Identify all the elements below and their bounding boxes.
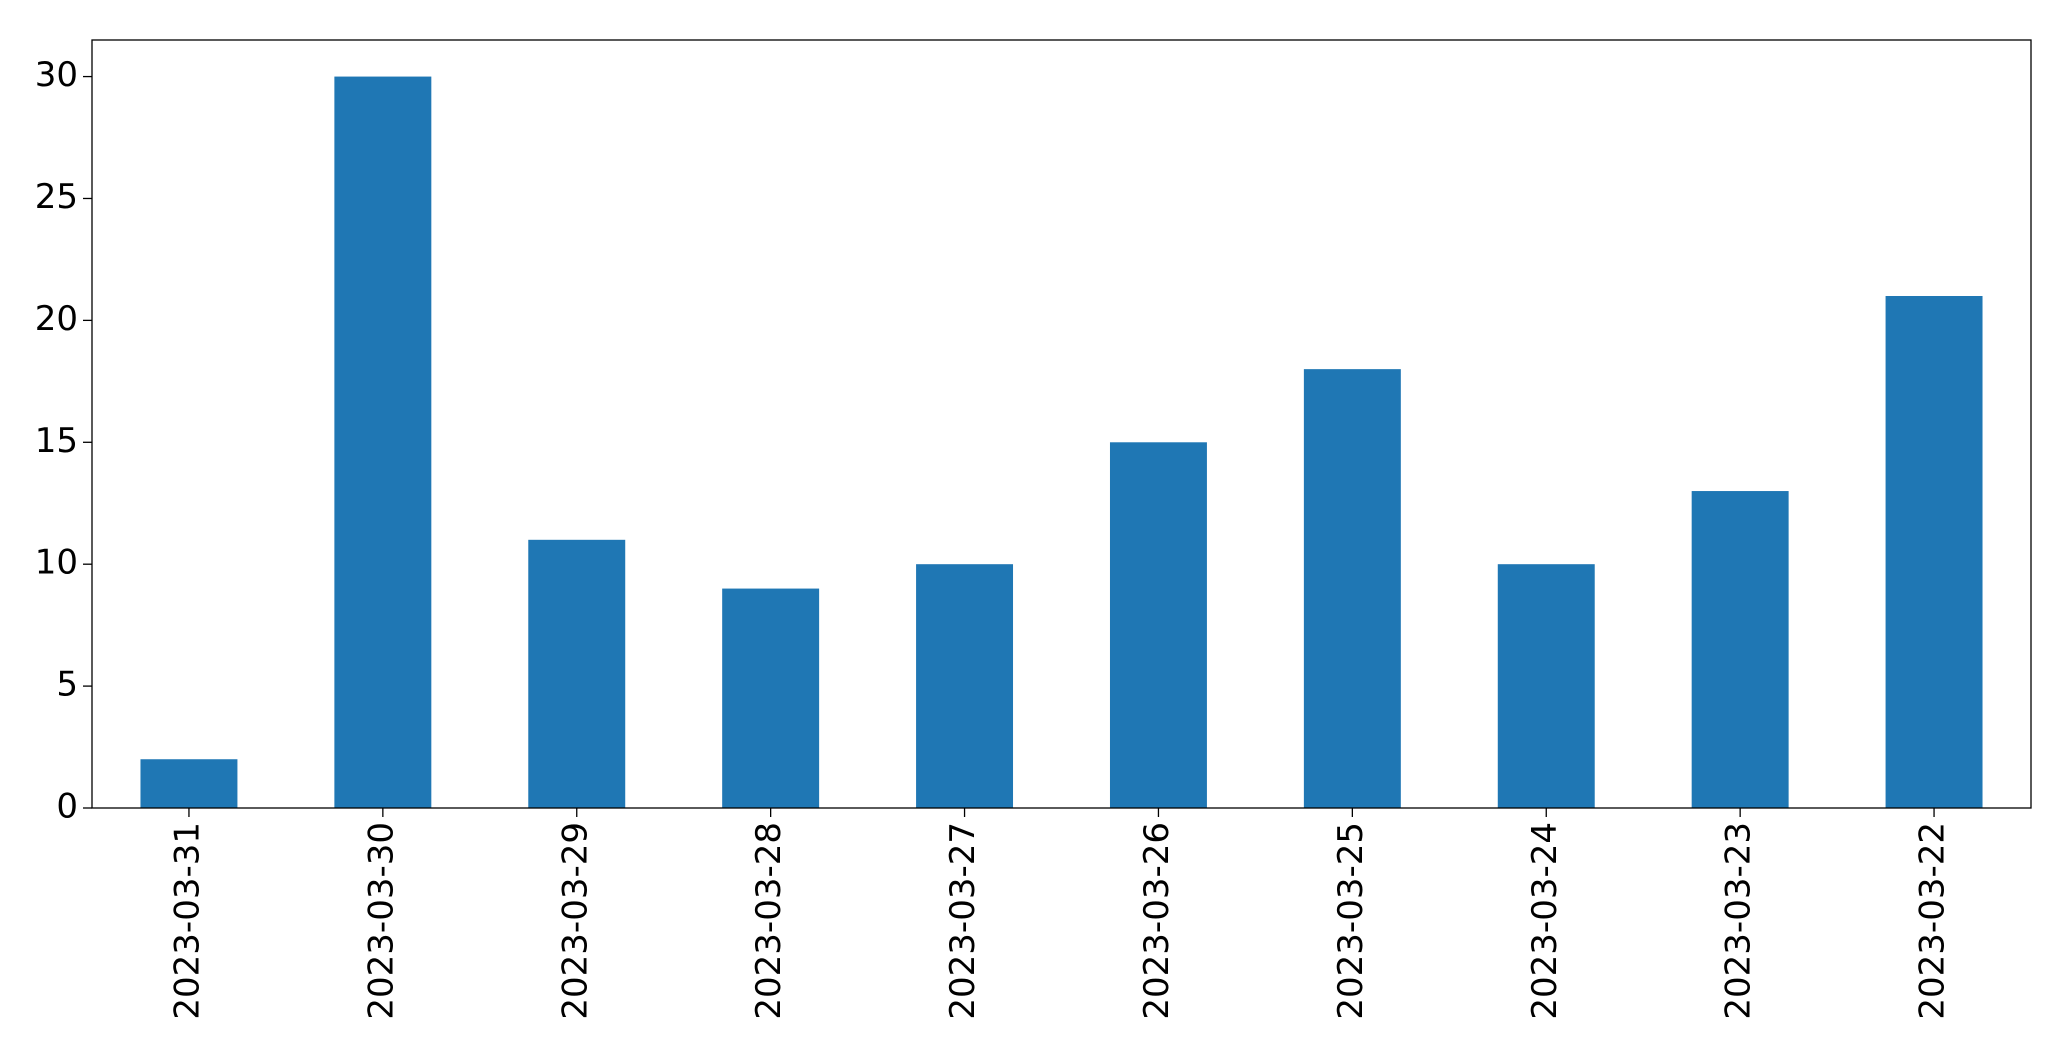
x-tick-label: 2023-03-24 [1525, 822, 1565, 1020]
x-tick-label: 2023-03-31 [167, 822, 207, 1020]
x-tick-label: 2023-03-28 [749, 822, 789, 1020]
x-tick-label: 2023-03-25 [1331, 822, 1371, 1020]
bar [1303, 369, 1401, 808]
bar [334, 76, 432, 809]
plot-frame [91, 39, 2032, 809]
bar [1691, 491, 1789, 808]
x-tick-label: 2023-03-27 [943, 822, 983, 1020]
y-tick-label: 30 [35, 55, 78, 95]
bar [916, 564, 1014, 808]
x-tick-label: 2023-03-26 [1137, 822, 1177, 1020]
y-tick-label: 20 [35, 299, 78, 339]
bar [1109, 442, 1207, 808]
x-tick-label: 2023-03-22 [1913, 822, 1953, 1020]
y-tick-label: 25 [35, 177, 78, 217]
bar [722, 588, 820, 808]
x-tick-label: 2023-03-29 [555, 822, 595, 1020]
y-tick-label: 15 [35, 421, 78, 461]
bar [140, 759, 238, 808]
x-tick-label: 2023-03-23 [1719, 822, 1759, 1020]
bar [1885, 296, 1983, 808]
x-tick-label: 2023-03-30 [361, 822, 401, 1020]
y-tick-label: 10 [35, 543, 78, 583]
y-tick-label: 5 [56, 665, 78, 705]
y-tick-label: 0 [56, 787, 78, 827]
bar [528, 539, 626, 808]
bar [1497, 564, 1595, 808]
